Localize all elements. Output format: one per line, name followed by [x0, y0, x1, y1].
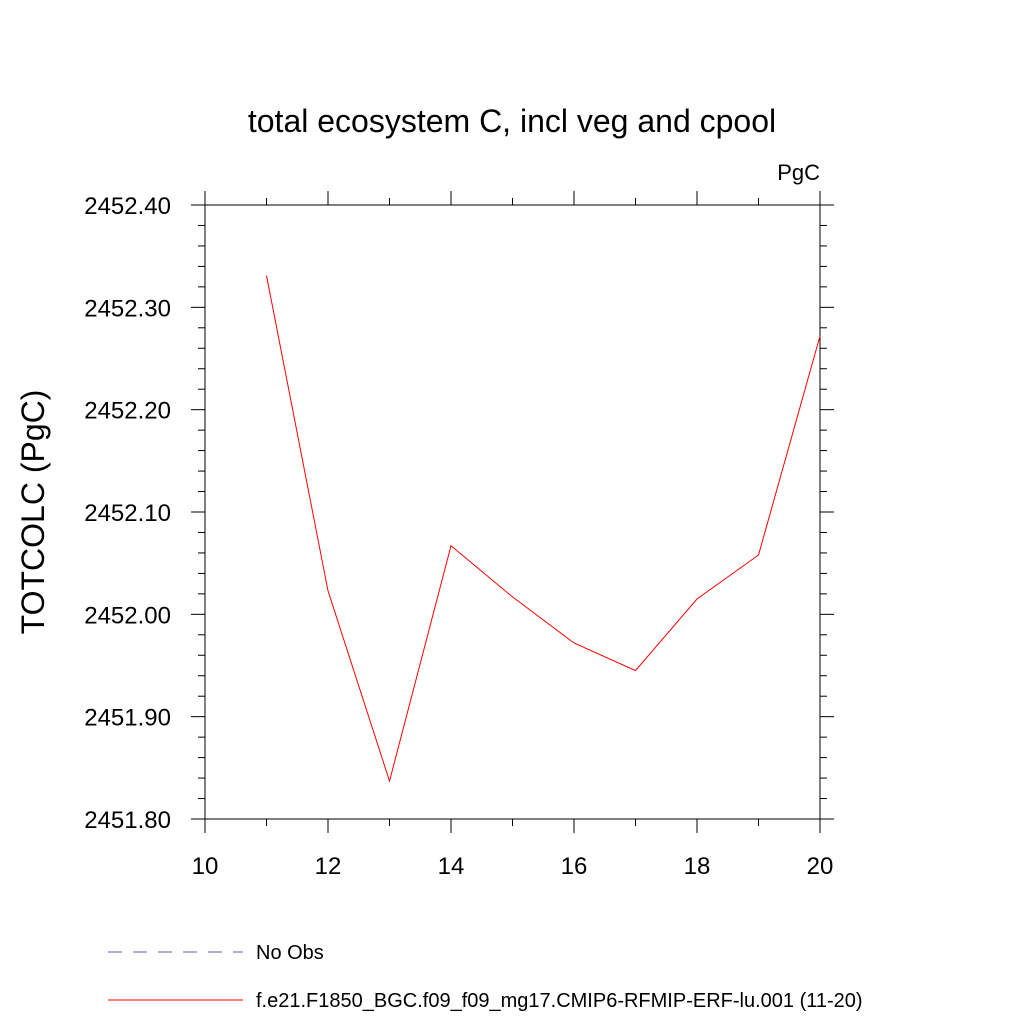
- legend-label: f.e21.F1850_BGC.f09_f09_mg17.CMIP6-RFMIP…: [256, 990, 863, 1012]
- y-tick-label: 2452.30: [84, 295, 171, 322]
- units-label: PgC: [777, 160, 820, 185]
- x-tick-label: 16: [561, 853, 588, 880]
- y-tick-label: 2451.90: [84, 705, 171, 732]
- x-tick-label: 14: [438, 853, 465, 880]
- x-tick-label: 12: [315, 853, 342, 880]
- legend: No Obs f.e21.F1850_BGC.f09_f09_mg17.CMIP6…: [108, 942, 863, 1012]
- legend-label: No Obs: [256, 942, 324, 964]
- series-line: [266, 275, 821, 783]
- y-axis: 2451.80 2451.90 2452.00 2452.10 2452.20 2452.…: [84, 193, 834, 834]
- x-tick-label: 10: [192, 853, 219, 880]
- y-axis-label: TOTCOLC (PgC): [15, 390, 51, 635]
- x-tick-label: 20: [807, 853, 834, 880]
- chart-title: total ecosystem C, incl veg and cpool: [248, 103, 776, 139]
- series-layer: [266, 275, 821, 783]
- y-tick-label: 2452.20: [84, 398, 171, 425]
- x-axis: 10 12 14 16 18 20: [192, 191, 834, 880]
- y-tick-label: 2452.10: [84, 500, 171, 527]
- y-tick-label: 2451.80: [84, 807, 171, 834]
- plot-border: [204, 204, 821, 820]
- y-tick-label: 2452.40: [84, 193, 171, 220]
- x-tick-label: 18: [684, 853, 711, 880]
- y-tick-label: 2452.00: [84, 602, 171, 629]
- plot-frame: [204, 204, 821, 820]
